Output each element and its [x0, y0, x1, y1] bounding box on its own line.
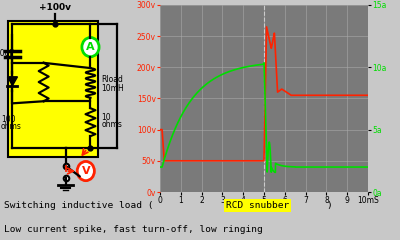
Text: A: A	[86, 42, 95, 52]
Text: ohms: ohms	[1, 122, 22, 131]
Text: ohms: ohms	[102, 120, 122, 129]
Text: Low current spike, fast turn-off, low ringing: Low current spike, fast turn-off, low ri…	[4, 225, 263, 234]
Polygon shape	[8, 77, 18, 85]
Text: 10mH: 10mH	[102, 84, 124, 93]
Circle shape	[77, 162, 94, 181]
Text: Switching inductive load (: Switching inductive load (	[4, 201, 154, 210]
Text: 10uF: 10uF	[0, 49, 14, 58]
FancyBboxPatch shape	[8, 21, 98, 157]
Text: 100: 100	[1, 115, 15, 124]
Text: RCD snubber: RCD snubber	[226, 201, 289, 210]
Text: 10: 10	[102, 114, 111, 122]
Text: +100v: +100v	[39, 3, 71, 12]
Circle shape	[82, 37, 99, 57]
Text: Rload: Rload	[102, 75, 123, 84]
Text: ): )	[326, 201, 332, 210]
Text: V: V	[82, 166, 90, 176]
